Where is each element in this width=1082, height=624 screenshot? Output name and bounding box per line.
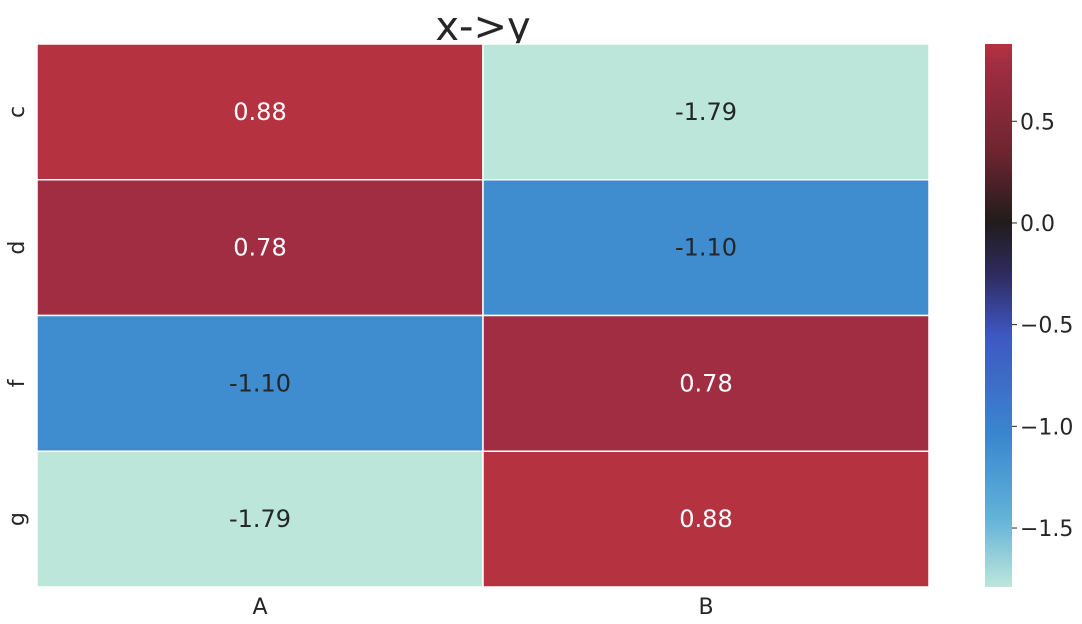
cell-value-label: 0.78 (679, 369, 732, 397)
colorbar: 0.5 0.0 −0.5 −1.0 −1.5 (985, 44, 1073, 587)
colorbar-gradient (985, 44, 1012, 587)
y-tick-label: g (5, 512, 30, 526)
colorbar-tick-label: −1.0 (1020, 415, 1073, 440)
cell-value-label: -1.10 (229, 369, 291, 397)
cell-value-label: 0.88 (233, 98, 286, 126)
y-tick-label: c (5, 106, 30, 118)
cell-value-label: -1.79 (229, 505, 291, 533)
colorbar-tick-label: 0.0 (1020, 212, 1055, 237)
heatmap-cell (482, 450, 930, 588)
heatmap-cell (36, 179, 484, 317)
y-axis-ticks: c d f g (5, 106, 30, 526)
heatmap-cells: 0.88 -1.79 0.78 -1.10 -1.10 0.78 -1.79 0.88 (36, 43, 930, 588)
colorbar-tick-label: −1.5 (1020, 517, 1073, 542)
cell-value-label: -1.10 (675, 234, 737, 262)
heatmap-cell (36, 314, 484, 452)
heatmap-cell (482, 179, 930, 317)
x-tick-label: B (698, 595, 713, 620)
heatmap-cell (482, 314, 930, 452)
cell-value-label: 0.88 (679, 505, 732, 533)
cell-value-label: -1.79 (675, 98, 737, 126)
heatmap-cell (36, 43, 484, 181)
y-tick-label: d (5, 241, 30, 255)
cell-value-label: 0.78 (233, 234, 286, 262)
heatmap-cell (36, 450, 484, 588)
chart-title: x->y (435, 4, 530, 50)
x-tick-label: A (252, 595, 267, 620)
colorbar-tick-label: −0.5 (1020, 314, 1073, 339)
y-tick-label: f (5, 378, 30, 387)
colorbar-tick-label: 0.5 (1020, 110, 1055, 135)
heatmap-cell (482, 43, 930, 181)
